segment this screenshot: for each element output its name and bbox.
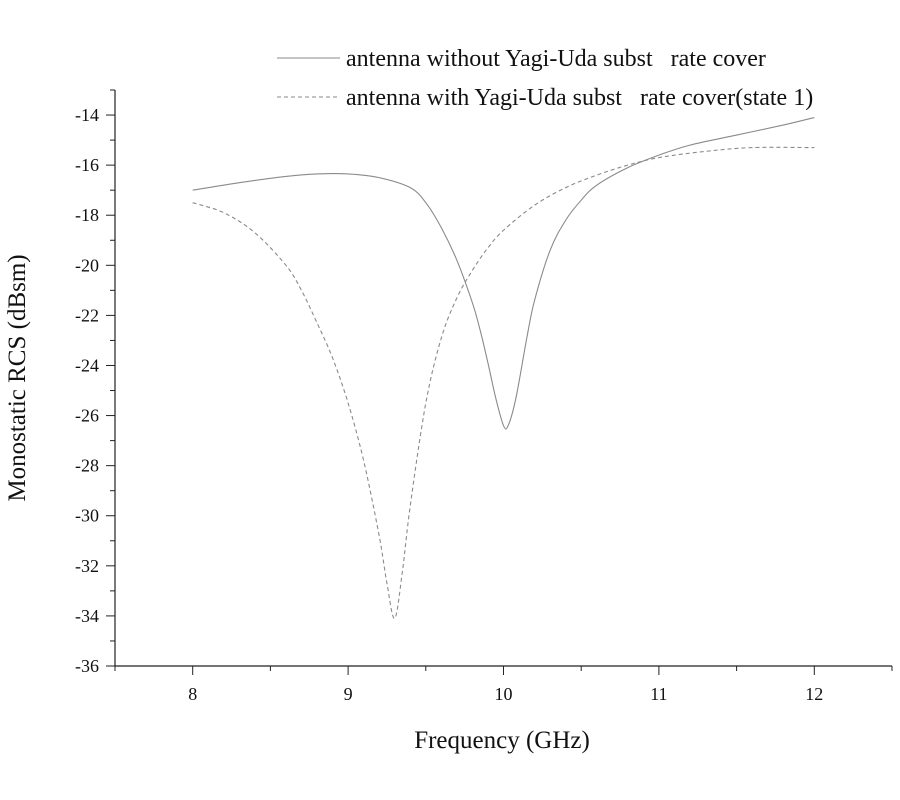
y-tick-label: -20 bbox=[75, 255, 99, 275]
legend-label: antenna with Yagi-Uda subst rate cover(s… bbox=[346, 85, 813, 111]
y-tick-label: -18 bbox=[75, 205, 99, 225]
y-tick-label: -22 bbox=[75, 305, 99, 325]
y-tick-label: -28 bbox=[75, 456, 99, 476]
y-tick-label: -16 bbox=[75, 155, 99, 175]
y-tick-label: -24 bbox=[75, 355, 99, 375]
y-tick-label: -34 bbox=[75, 606, 99, 626]
x-axis-title: Frequency (GHz) bbox=[414, 727, 590, 754]
x-tick-label: 12 bbox=[805, 684, 823, 704]
y-tick-label: -26 bbox=[75, 406, 99, 426]
series-lines bbox=[192, 117, 815, 619]
series-line-without-cover bbox=[192, 117, 815, 430]
y-axis-title: Monostatic RCS (dBsm) bbox=[4, 254, 31, 501]
x-axis-ticks: 8 9 10 11 12 bbox=[114, 666, 893, 704]
series-line-with-cover bbox=[192, 146, 815, 619]
axes bbox=[114, 90, 892, 667]
x-tick-label: 9 bbox=[344, 684, 353, 704]
y-tick-label: -36 bbox=[75, 656, 99, 676]
y-tick-label: -30 bbox=[75, 506, 99, 526]
x-tick-label: 8 bbox=[188, 684, 197, 704]
x-tick-label: 11 bbox=[650, 684, 667, 704]
y-axis-ticks: -36 -34 -32 -30 -28 -26 -24 -22 -20 -18 -16 -14 bbox=[75, 89, 115, 676]
legend: antenna without Yagi-Uda subst rate cove… bbox=[277, 46, 813, 111]
y-tick-label: -14 bbox=[75, 105, 99, 125]
y-tick-label: -32 bbox=[75, 556, 99, 576]
legend-label: antenna without Yagi-Uda subst rate cove… bbox=[346, 46, 766, 72]
x-tick-label: 10 bbox=[495, 684, 513, 704]
